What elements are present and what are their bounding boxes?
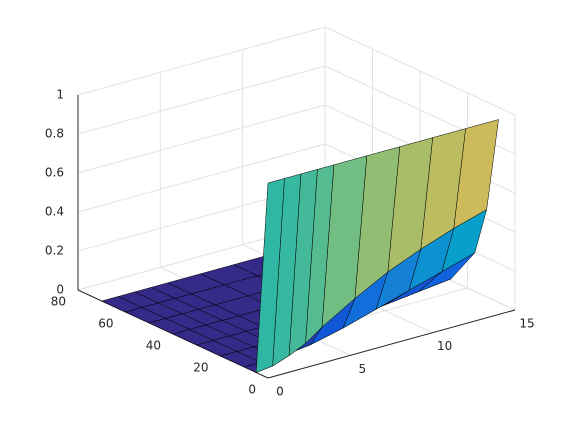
z-tick-label: 0.6 <box>45 166 64 180</box>
surface-patch <box>255 178 285 373</box>
x-axis <box>267 309 516 379</box>
y-tick-label: 20 <box>193 361 208 375</box>
x-tick-label: 10 <box>437 339 452 353</box>
grid-line <box>77 65 326 135</box>
grid-line <box>77 104 326 174</box>
y-tick-label: 0 <box>248 383 256 397</box>
grid-line <box>77 26 326 96</box>
z-tick-label: 0.2 <box>45 244 64 258</box>
y-tick-label: 60 <box>98 317 113 331</box>
grid-line <box>77 143 326 213</box>
z-tick-label: 0.4 <box>45 205 64 219</box>
y-tick-label: 40 <box>146 339 161 353</box>
y-tick-label: 80 <box>51 295 66 309</box>
z-tick-label: 0.8 <box>45 127 64 141</box>
grid-line <box>324 26 516 116</box>
z-tick-label: 1 <box>56 88 64 102</box>
x-tick-label: 15 <box>519 317 534 331</box>
x-tick-label: 5 <box>359 362 367 376</box>
z-tick-label: 0 <box>56 283 64 297</box>
x-tick-label: 0 <box>276 385 284 399</box>
